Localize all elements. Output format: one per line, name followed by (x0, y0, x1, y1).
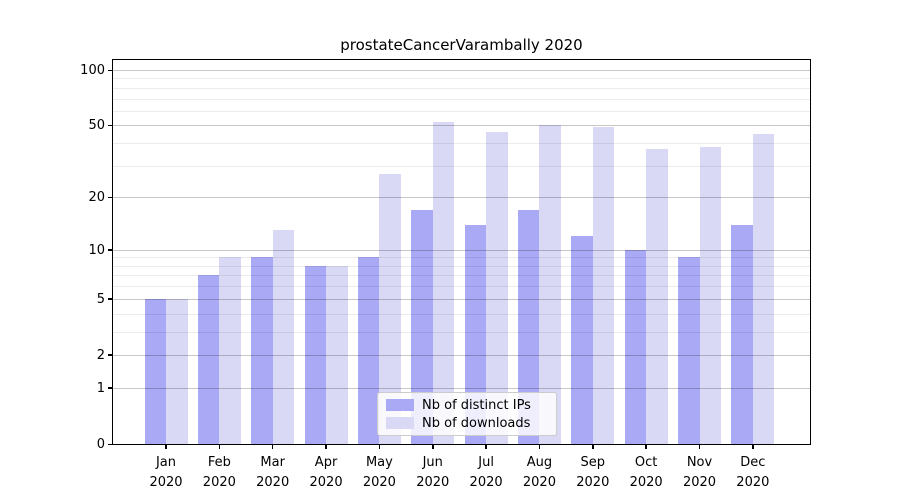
x-tick-mark-2 (218, 444, 221, 449)
chart-title: prostateCancerVarambally 2020 (340, 36, 583, 54)
x-tick-mark-9 (592, 444, 594, 449)
gridline-minor-90 (113, 78, 810, 80)
x-tick-mark-8 (538, 444, 541, 449)
x-tick-label-1: Jan 2020 (149, 455, 183, 490)
gridline-major-10 (113, 249, 810, 251)
bar-distinct-ips-12 (731, 224, 753, 444)
x-tick-label-2: Feb 2020 (202, 455, 236, 490)
legend-item-downloads: Nb of downloads (386, 416, 548, 431)
gridline-major-50 (113, 125, 810, 127)
x-tick-label-12: Dec 2020 (736, 455, 770, 490)
y-tick-label-20: 20 (88, 190, 105, 206)
x-tick-label-7: Jul 2020 (469, 455, 503, 490)
y-tick-label-100: 100 (80, 63, 105, 78)
y-tick-label-10: 10 (88, 242, 105, 258)
x-tick-mark-3 (271, 444, 274, 449)
legend: Nb of distinct IPs Nb of downloads (377, 392, 557, 436)
gridline-minor-7 (113, 275, 810, 277)
bar-downloads-10 (646, 149, 668, 444)
gridline-minor-60 (113, 110, 810, 112)
bar-distinct-ips-2 (197, 275, 220, 444)
gridline-major-100 (113, 70, 810, 71)
bar-downloads-4 (326, 265, 348, 444)
x-tick-mark-6 (432, 444, 434, 449)
y-tick-mark-100 (108, 69, 113, 71)
x-tick-mark-5 (378, 444, 381, 449)
y-tick-mark-20 (108, 196, 113, 199)
bar-distinct-ips-6 (411, 209, 433, 444)
gridline-minor-6 (113, 286, 810, 288)
legend-label-distinct-ips: Nb of distinct IPs (422, 397, 531, 413)
legend-swatch-distinct-ips (386, 399, 414, 411)
y-tick-label-0: 0 (96, 437, 105, 452)
y-tick-mark-1 (108, 387, 113, 389)
x-tick-mark-12 (752, 444, 754, 449)
x-tick-label-10: Oct 2020 (629, 455, 663, 490)
gridline-minor-30 (113, 165, 810, 167)
bars-layer (113, 60, 810, 444)
grid-layer (113, 60, 810, 444)
bar-downloads-3 (272, 230, 295, 444)
bar-distinct-ips-3 (251, 257, 273, 444)
y-tick-label-50: 50 (88, 118, 105, 134)
gridline-minor-80 (113, 87, 810, 89)
bar-distinct-ips-1 (144, 298, 166, 444)
y-tick-mark-5 (108, 298, 113, 300)
bar-distinct-ips-11 (678, 257, 700, 444)
bar-downloads-5 (379, 173, 401, 444)
gridline-minor-4 (113, 313, 810, 315)
x-tick-label-8: Aug 2020 (522, 455, 556, 490)
x-tick-mark-11 (698, 444, 701, 449)
bar-downloads-8 (539, 125, 561, 444)
bar-downloads-7 (486, 131, 508, 444)
bar-downloads-1 (166, 298, 188, 444)
x-tick-mark-1 (165, 444, 167, 449)
y-tick-mark-10 (108, 249, 113, 251)
y-tick-label-5: 5 (96, 291, 105, 307)
gridline-major-20 (113, 197, 810, 199)
bar-downloads-6 (432, 122, 455, 444)
gridline-minor-3 (113, 331, 810, 333)
legend-swatch-downloads (386, 417, 414, 429)
bar-distinct-ips-4 (304, 265, 327, 444)
gridline-major-1 (113, 387, 810, 389)
bar-distinct-ips-5 (357, 257, 380, 444)
bar-downloads-2 (219, 257, 241, 444)
x-tick-mark-10 (645, 444, 647, 449)
legend-item-distinct-ips: Nb of distinct IPs (386, 398, 548, 413)
y-tick-label-1: 1 (96, 380, 105, 396)
bar-distinct-ips-8 (517, 209, 540, 444)
x-tick-mark-4 (325, 444, 327, 449)
gridline-minor-40 (113, 143, 810, 145)
gridline-major-5 (113, 298, 810, 300)
gridline-minor-70 (113, 98, 810, 100)
x-tick-label-9: Sep 2020 (576, 455, 610, 490)
x-tick-label-6: Jun 2020 (416, 455, 450, 490)
bar-distinct-ips-9 (571, 236, 593, 444)
legend-label-downloads: Nb of downloads (422, 415, 531, 431)
y-tick-mark-2 (108, 354, 113, 356)
x-tick-label-5: May 2020 (362, 455, 396, 490)
bar-downloads-11 (699, 147, 721, 444)
y-tick-mark-50 (108, 124, 113, 127)
gridline-minor-9 (113, 257, 810, 259)
x-tick-label-3: Mar 2020 (256, 455, 290, 490)
x-tick-label-11: Nov 2020 (682, 455, 717, 490)
y-tick-label-2: 2 (96, 347, 105, 363)
x-tick-label-4: Apr 2020 (309, 455, 343, 490)
gridline-major-2 (113, 354, 810, 356)
x-tick-mark-7 (485, 444, 487, 449)
bar-downloads-9 (592, 126, 615, 444)
gridline-minor-8 (113, 265, 810, 267)
bar-distinct-ips-10 (624, 249, 647, 444)
bar-distinct-ips-7 (464, 224, 487, 444)
plot-area (112, 59, 811, 445)
bar-downloads-12 (752, 133, 775, 444)
y-tick-mark-0 (108, 443, 113, 445)
